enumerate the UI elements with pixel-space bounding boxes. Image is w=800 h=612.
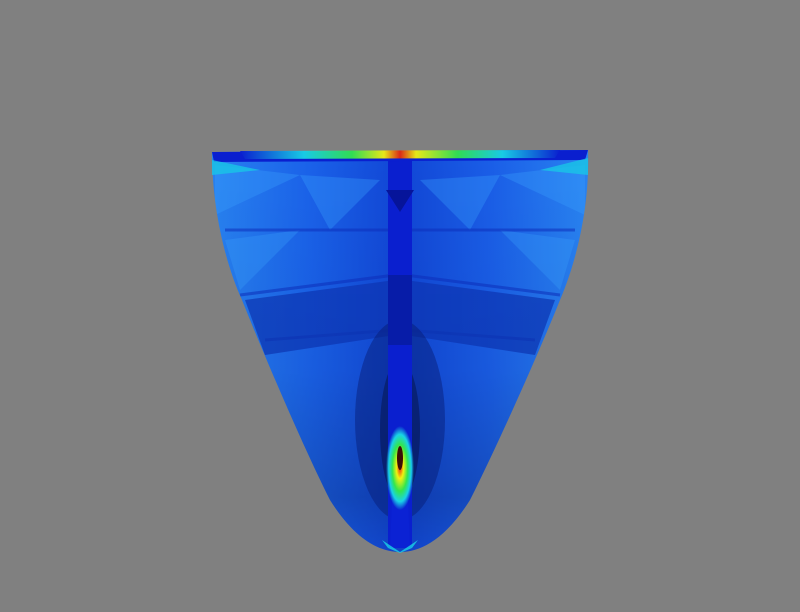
top-rim (212, 150, 588, 175)
apex-hotspot (386, 426, 414, 510)
apex-tip (382, 540, 418, 553)
